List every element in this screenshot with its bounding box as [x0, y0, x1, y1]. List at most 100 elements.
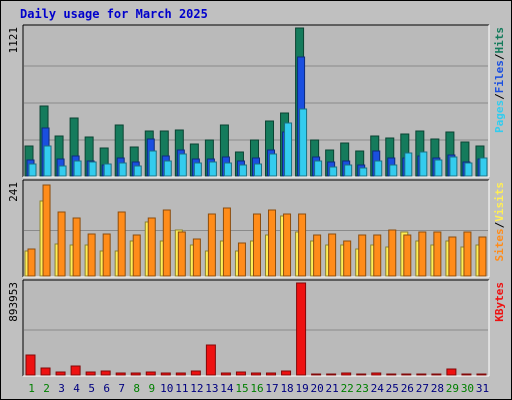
bar-kbytes-day-16	[250, 372, 261, 376]
bar-kbytes-day-11	[175, 372, 186, 376]
bar-sites-day-3	[57, 211, 66, 277]
bar-pages-day-15	[238, 164, 247, 177]
bar-kbytes-day-2	[40, 367, 51, 376]
legend-item-pages: Pages	[493, 100, 506, 133]
day-label-24: 24	[371, 382, 385, 395]
bar-pages-day-7	[118, 162, 127, 177]
bar-pages-day-25	[389, 164, 398, 177]
bar-sites-day-9	[147, 217, 156, 277]
legend-item-kbytes: KBytes	[493, 282, 506, 322]
bar-kbytes-day-18	[281, 370, 292, 376]
bar-pages-day-29	[449, 156, 458, 177]
bar-sites-day-23	[358, 234, 367, 277]
day-label-30: 30	[461, 382, 474, 395]
panel-1-ymax-label: 1121	[7, 27, 20, 54]
bar-sites-day-13	[207, 213, 216, 277]
bar-sites-day-30	[463, 231, 472, 277]
bar-kbytes-day-5	[85, 371, 96, 376]
bar-sites-day-8	[132, 234, 141, 277]
bar-sites-day-28	[433, 231, 442, 277]
day-label-28: 28	[431, 382, 444, 395]
bar-pages-day-24	[374, 160, 383, 177]
bar-pages-day-13	[208, 161, 217, 177]
day-label-7: 7	[118, 382, 125, 395]
bar-kbytes-day-26	[401, 373, 412, 376]
bar-pages-day-27	[419, 151, 428, 177]
bar-sites-day-22	[343, 240, 352, 277]
bar-kbytes-day-30	[461, 373, 472, 376]
bar-sites-day-6	[102, 233, 111, 277]
day-label-20: 20	[311, 382, 324, 395]
day-label-19: 19	[295, 382, 308, 395]
bar-pages-day-8	[133, 165, 142, 177]
bar-kbytes-day-6	[100, 370, 111, 376]
day-label-10: 10	[160, 382, 173, 395]
panel-3-ymax-label: 893953	[7, 282, 20, 322]
bar-pages-day-19	[299, 108, 308, 177]
day-label-23: 23	[356, 382, 369, 395]
day-label-22: 22	[341, 382, 354, 395]
bar-pages-day-31	[479, 157, 488, 177]
bar-pages-day-10	[163, 160, 172, 177]
day-label-6: 6	[103, 382, 110, 395]
bar-pages-day-14	[223, 162, 232, 177]
bar-kbytes-day-9	[145, 371, 156, 376]
bar-pages-day-22	[344, 164, 353, 177]
panel-3-legend: KBytes	[493, 282, 506, 322]
bar-sites-day-25	[388, 229, 397, 277]
panel-3-background	[23, 280, 489, 376]
bar-pages-day-12	[193, 162, 202, 177]
day-label-9: 9	[148, 382, 155, 395]
day-label-11: 11	[175, 382, 188, 395]
bar-pages-day-21	[329, 166, 338, 177]
bar-sites-day-14	[222, 207, 231, 277]
bar-pages-day-30	[464, 162, 473, 177]
panel-2-legend: Sites/Visits	[493, 182, 506, 262]
bar-sites-day-4	[72, 217, 81, 277]
bar-kbytes-day-4	[70, 365, 81, 376]
bar-kbytes-day-8	[130, 372, 141, 376]
bar-sites-day-24	[373, 234, 382, 277]
bar-sites-day-16	[252, 213, 261, 277]
legend-item-visits: Visits	[493, 182, 506, 222]
bar-pages-day-5	[88, 161, 97, 177]
bar-sites-day-10	[162, 209, 171, 277]
legend-item-separator: /	[493, 93, 506, 100]
legend-item-hits: Hits	[493, 27, 506, 54]
bar-kbytes-day-15	[235, 371, 246, 376]
day-label-21: 21	[326, 382, 339, 395]
bar-pages-day-23	[359, 167, 368, 177]
bar-pages-day-1	[28, 163, 37, 177]
bar-kbytes-day-21	[326, 373, 337, 376]
legend-item-separator: /	[493, 53, 506, 60]
bar-sites-day-7	[117, 211, 126, 277]
day-label-26: 26	[401, 382, 414, 395]
bar-sites-day-19	[298, 213, 307, 277]
bar-sites-day-21	[328, 233, 337, 277]
bar-sites-day-31	[478, 236, 487, 277]
chart-title: Daily usage for March 2025	[20, 7, 208, 21]
day-label-12: 12	[190, 382, 203, 395]
bar-kbytes-day-13	[205, 344, 216, 376]
day-label-18: 18	[280, 382, 293, 395]
bar-pages-day-11	[178, 153, 187, 177]
bar-kbytes-day-14	[220, 372, 231, 376]
bar-sites-day-12	[192, 238, 201, 277]
bar-pages-day-3	[58, 165, 67, 177]
day-label-29: 29	[446, 382, 459, 395]
bar-sites-day-5	[87, 233, 96, 277]
day-label-2: 2	[43, 382, 50, 395]
bar-pages-day-9	[148, 150, 157, 177]
bar-pages-day-2	[43, 145, 52, 177]
day-label-13: 13	[205, 382, 218, 395]
bar-kbytes-day-24	[371, 372, 382, 376]
bar-sites-day-17	[268, 209, 277, 277]
bar-pages-day-16	[253, 163, 262, 177]
bar-kbytes-day-10	[160, 372, 171, 376]
bar-kbytes-day-19	[296, 282, 307, 376]
bar-kbytes-day-20	[311, 373, 322, 376]
bar-sites-day-1	[27, 248, 36, 277]
bar-pages-day-6	[103, 163, 112, 177]
bar-kbytes-day-28	[431, 373, 442, 376]
